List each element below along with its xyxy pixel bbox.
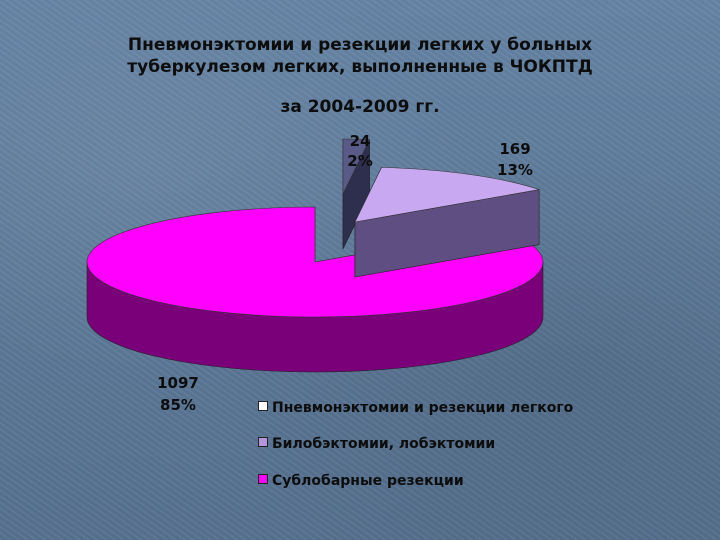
legend-label-1: Пневмонэктомии и резекции легкого xyxy=(272,400,574,416)
legend-swatch-1 xyxy=(258,401,268,411)
legend-label-3: Сублобарные резекции xyxy=(272,473,464,489)
legend-item-2: Билобэктомии, лобэктомии xyxy=(258,436,495,452)
legend-label-2: Билобэктомии, лобэктомии xyxy=(272,436,496,452)
legend-item-1: Пневмонэктомии и резекции легкого xyxy=(258,400,573,416)
legend-swatch-3 xyxy=(258,474,268,484)
data-label-percent-3: 85% xyxy=(160,396,196,414)
chart-title-line-1: Пневмонэктомии и резекции легких у больн… xyxy=(127,35,593,55)
legend-swatch-2 xyxy=(258,437,268,447)
data-label-percent-1: 2% xyxy=(347,152,372,170)
data-label-value-2: 169 xyxy=(499,140,530,158)
chart-title-line-2: туберкулезом легких, выполненные в ЧОКПТ… xyxy=(127,57,593,77)
data-label-value-1: 24 xyxy=(350,132,371,150)
pie-slice-1 xyxy=(342,138,371,250)
data-label-value-3: 1097 xyxy=(157,374,199,392)
data-label-percent-2: 13% xyxy=(497,161,533,179)
pie-slice-2 xyxy=(354,167,540,278)
chart-subtitle: за 2004-2009 гг. xyxy=(280,97,440,117)
legend-item-3: Сублобарные резекции xyxy=(258,473,464,489)
